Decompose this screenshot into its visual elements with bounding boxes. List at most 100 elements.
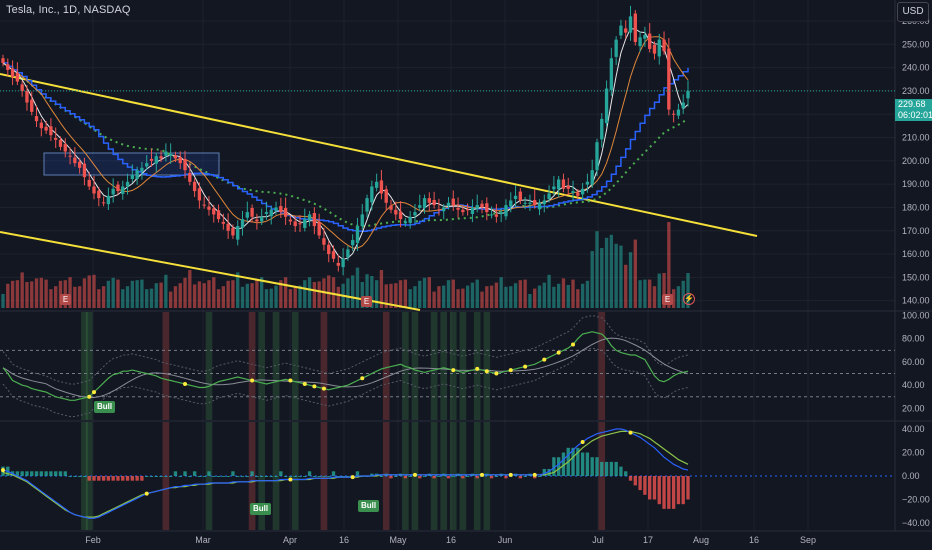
candle-body — [73, 157, 77, 164]
earnings-marker-icon[interactable]: E — [60, 294, 71, 305]
volume-bar — [82, 278, 87, 308]
candle-body — [236, 226, 240, 240]
macd-histogram-bar — [168, 476, 173, 477]
volume-bar — [379, 270, 384, 308]
candle-body — [686, 90, 690, 99]
candle-body — [212, 208, 216, 215]
macd-histogram-bar — [446, 476, 451, 479]
dotted-moving-average — [2, 62, 689, 228]
volume-bar — [192, 284, 197, 308]
candle-body — [437, 209, 441, 211]
volume-bar — [245, 283, 249, 308]
lower-trendline — [0, 231, 421, 311]
price-axis-tick-label: 160.00 — [902, 249, 930, 259]
time-axis-tick-label: Sep — [800, 535, 816, 545]
candle-body — [149, 158, 154, 161]
candle-body — [365, 198, 369, 212]
volume-bar — [49, 289, 53, 308]
volume-bar — [537, 285, 542, 308]
candle-body — [293, 221, 297, 227]
macd-axis-tick-label: −40.00 — [902, 518, 930, 528]
candle-body — [537, 202, 542, 210]
volume-bar — [370, 276, 374, 308]
fast-moving-average — [2, 28, 689, 260]
macd-axis-tick-label: 20.00 — [902, 448, 925, 458]
macd-histogram-bar — [379, 476, 384, 477]
volume-bar — [408, 289, 412, 308]
volume-bar — [585, 280, 590, 308]
candle-body — [58, 139, 63, 147]
candle-body — [379, 180, 384, 194]
volume-bar — [293, 286, 297, 308]
macd-histogram-bar — [533, 476, 537, 479]
price-axis-tick-label: 150.00 — [902, 272, 930, 282]
candle-body — [92, 186, 96, 194]
macd-histogram-bar — [140, 476, 144, 481]
macd-histogram-bar — [604, 461, 609, 476]
candle-body — [456, 207, 460, 210]
rsi-average-line — [2, 337, 689, 398]
volume-bar — [250, 283, 254, 308]
macd-histogram-bar — [178, 476, 182, 477]
rsi-axis-tick-label: 20.00 — [902, 403, 925, 413]
volume-bar — [556, 283, 561, 308]
lightning-event-icon[interactable]: ⚡ — [683, 293, 695, 305]
macd-histogram-bar — [475, 476, 479, 479]
volume-bar — [571, 279, 575, 308]
candle-body — [657, 39, 661, 57]
candle-body — [614, 39, 618, 57]
candle-body — [145, 163, 149, 167]
time-axis-tick-label: Aug — [693, 535, 709, 545]
macd-histogram-bar — [303, 476, 307, 477]
volume-bar — [106, 280, 111, 308]
volume-bar — [154, 283, 158, 308]
candle-body — [274, 207, 278, 212]
candle-body — [82, 163, 87, 178]
candle-body — [671, 113, 676, 115]
macd-histogram-bar — [25, 471, 29, 476]
candle-body — [465, 209, 470, 211]
candle-body — [20, 84, 24, 91]
volume-bar — [355, 267, 360, 308]
time-axis-tick-label: 16 — [749, 535, 759, 545]
volume-bar — [145, 289, 149, 308]
volume-bar — [97, 289, 101, 308]
candle-body — [389, 205, 393, 210]
macd-histogram-bar — [322, 476, 326, 477]
macd-histogram-bar — [279, 471, 283, 476]
volume-bar — [178, 283, 182, 308]
macd-signal-dot — [532, 472, 537, 477]
volume-bar — [547, 274, 551, 308]
volume-bar — [604, 237, 609, 308]
macd-histogram-bar — [216, 476, 221, 477]
macd-histogram-bar — [269, 476, 273, 477]
candle-body — [427, 198, 431, 203]
last-price-tag: 229.68 06:02:01 — [895, 99, 932, 121]
macd-histogram-bar — [580, 452, 585, 476]
macd-axis-tick-label: −20.00 — [902, 494, 930, 504]
earnings-marker-icon[interactable]: E — [361, 296, 372, 307]
currency-button[interactable]: USD — [897, 2, 929, 22]
candle-body — [384, 189, 388, 203]
volume-bar — [298, 285, 302, 308]
candle-body — [336, 262, 340, 266]
macd-histogram-bar — [341, 476, 345, 477]
volume-bar — [489, 285, 494, 308]
rsi-axis-tick-label: 100.00 — [902, 310, 930, 320]
candle-body — [226, 223, 230, 231]
volume-bar — [609, 234, 614, 308]
candle-body — [398, 211, 403, 220]
price-axis-tick-label: 210.00 — [902, 133, 930, 143]
macd-histogram-bar — [30, 471, 34, 476]
macd-histogram-bar — [44, 471, 48, 476]
price-axis-tick-label: 190.00 — [902, 179, 930, 189]
candle-body — [346, 249, 350, 258]
volume-bar — [73, 286, 77, 308]
macd-histogram-bar — [130, 476, 135, 481]
candle-body — [590, 170, 594, 185]
volume-bar — [197, 281, 202, 308]
candle-body — [87, 179, 91, 187]
earnings-marker-icon[interactable]: E — [662, 294, 673, 305]
macd-histogram-bar — [624, 471, 628, 476]
